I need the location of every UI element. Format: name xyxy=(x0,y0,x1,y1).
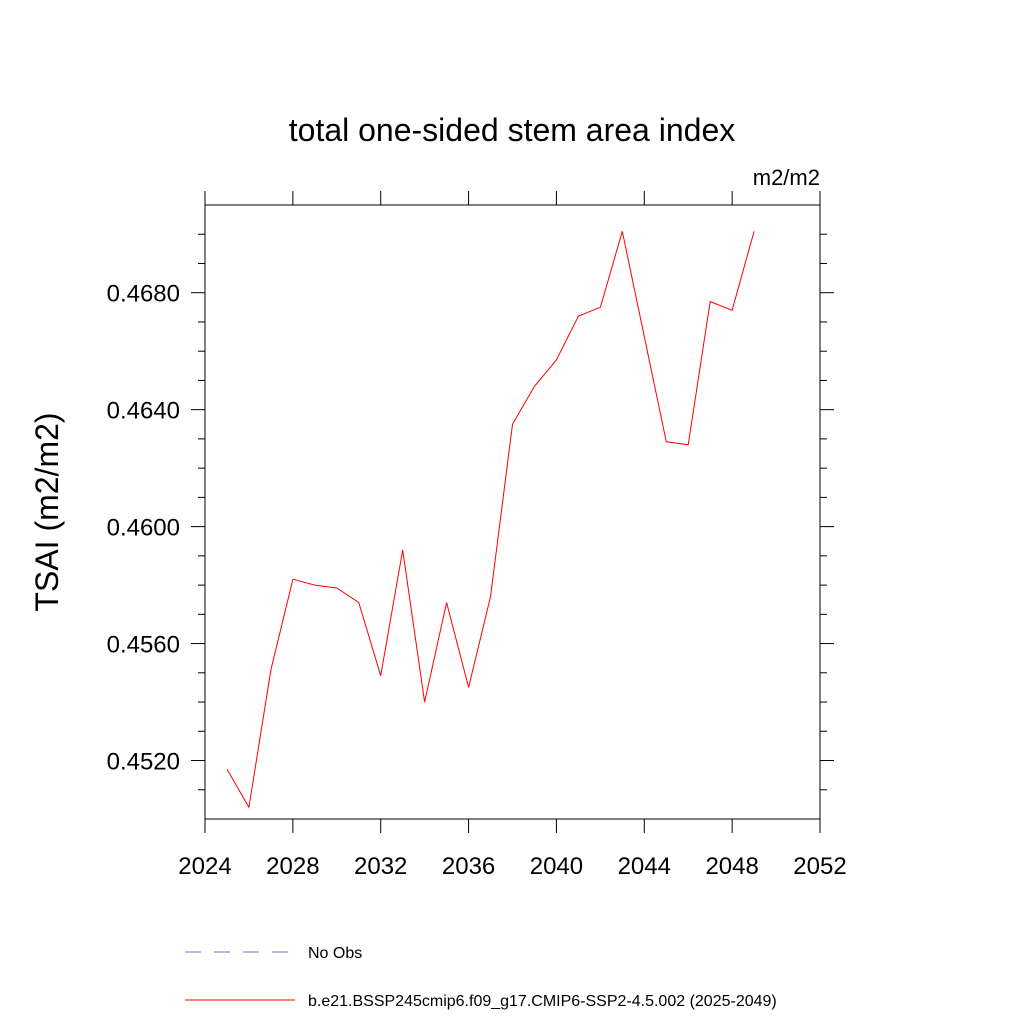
x-tick-label: 2028 xyxy=(266,853,319,880)
y-tick-label: 0.4600 xyxy=(107,515,180,542)
y-tick-label: 0.4560 xyxy=(107,632,180,659)
y-axis-label: TSAI (m2/m2) xyxy=(29,412,65,611)
legend: No Obs b.e21.BSSP245cmip6.f09_g17.CMIP6-S… xyxy=(185,945,777,1010)
plot-frame xyxy=(204,204,821,820)
x-tick-label: 2040 xyxy=(530,853,583,880)
x-tick-label: 2052 xyxy=(793,853,846,880)
x-tick-label: 2044 xyxy=(618,853,671,880)
y-tick-label: 0.4640 xyxy=(107,398,180,425)
legend-label: b.e21.BSSP245cmip6.f09_g17.CMIP6-SSP2-4.… xyxy=(308,993,777,1010)
chart-title: total one-sided stem area index xyxy=(289,112,735,148)
x-tick-label: 2048 xyxy=(705,853,758,880)
x-tick-label: 2032 xyxy=(354,853,407,880)
x-tick-label: 2036 xyxy=(442,853,495,880)
units-label: m2/m2 xyxy=(753,165,820,190)
plot-area: 2024 2028 2032 2036 2040 2044 2048 2052 0.4520 0.… xyxy=(107,191,847,880)
legend-label: No Obs xyxy=(308,945,362,962)
series-layer xyxy=(226,231,755,809)
y-tick-label: 0.4520 xyxy=(107,749,180,776)
y-tick-label: 0.4680 xyxy=(107,281,180,308)
x-tick-label: 2024 xyxy=(178,853,231,880)
series-line xyxy=(226,231,755,809)
